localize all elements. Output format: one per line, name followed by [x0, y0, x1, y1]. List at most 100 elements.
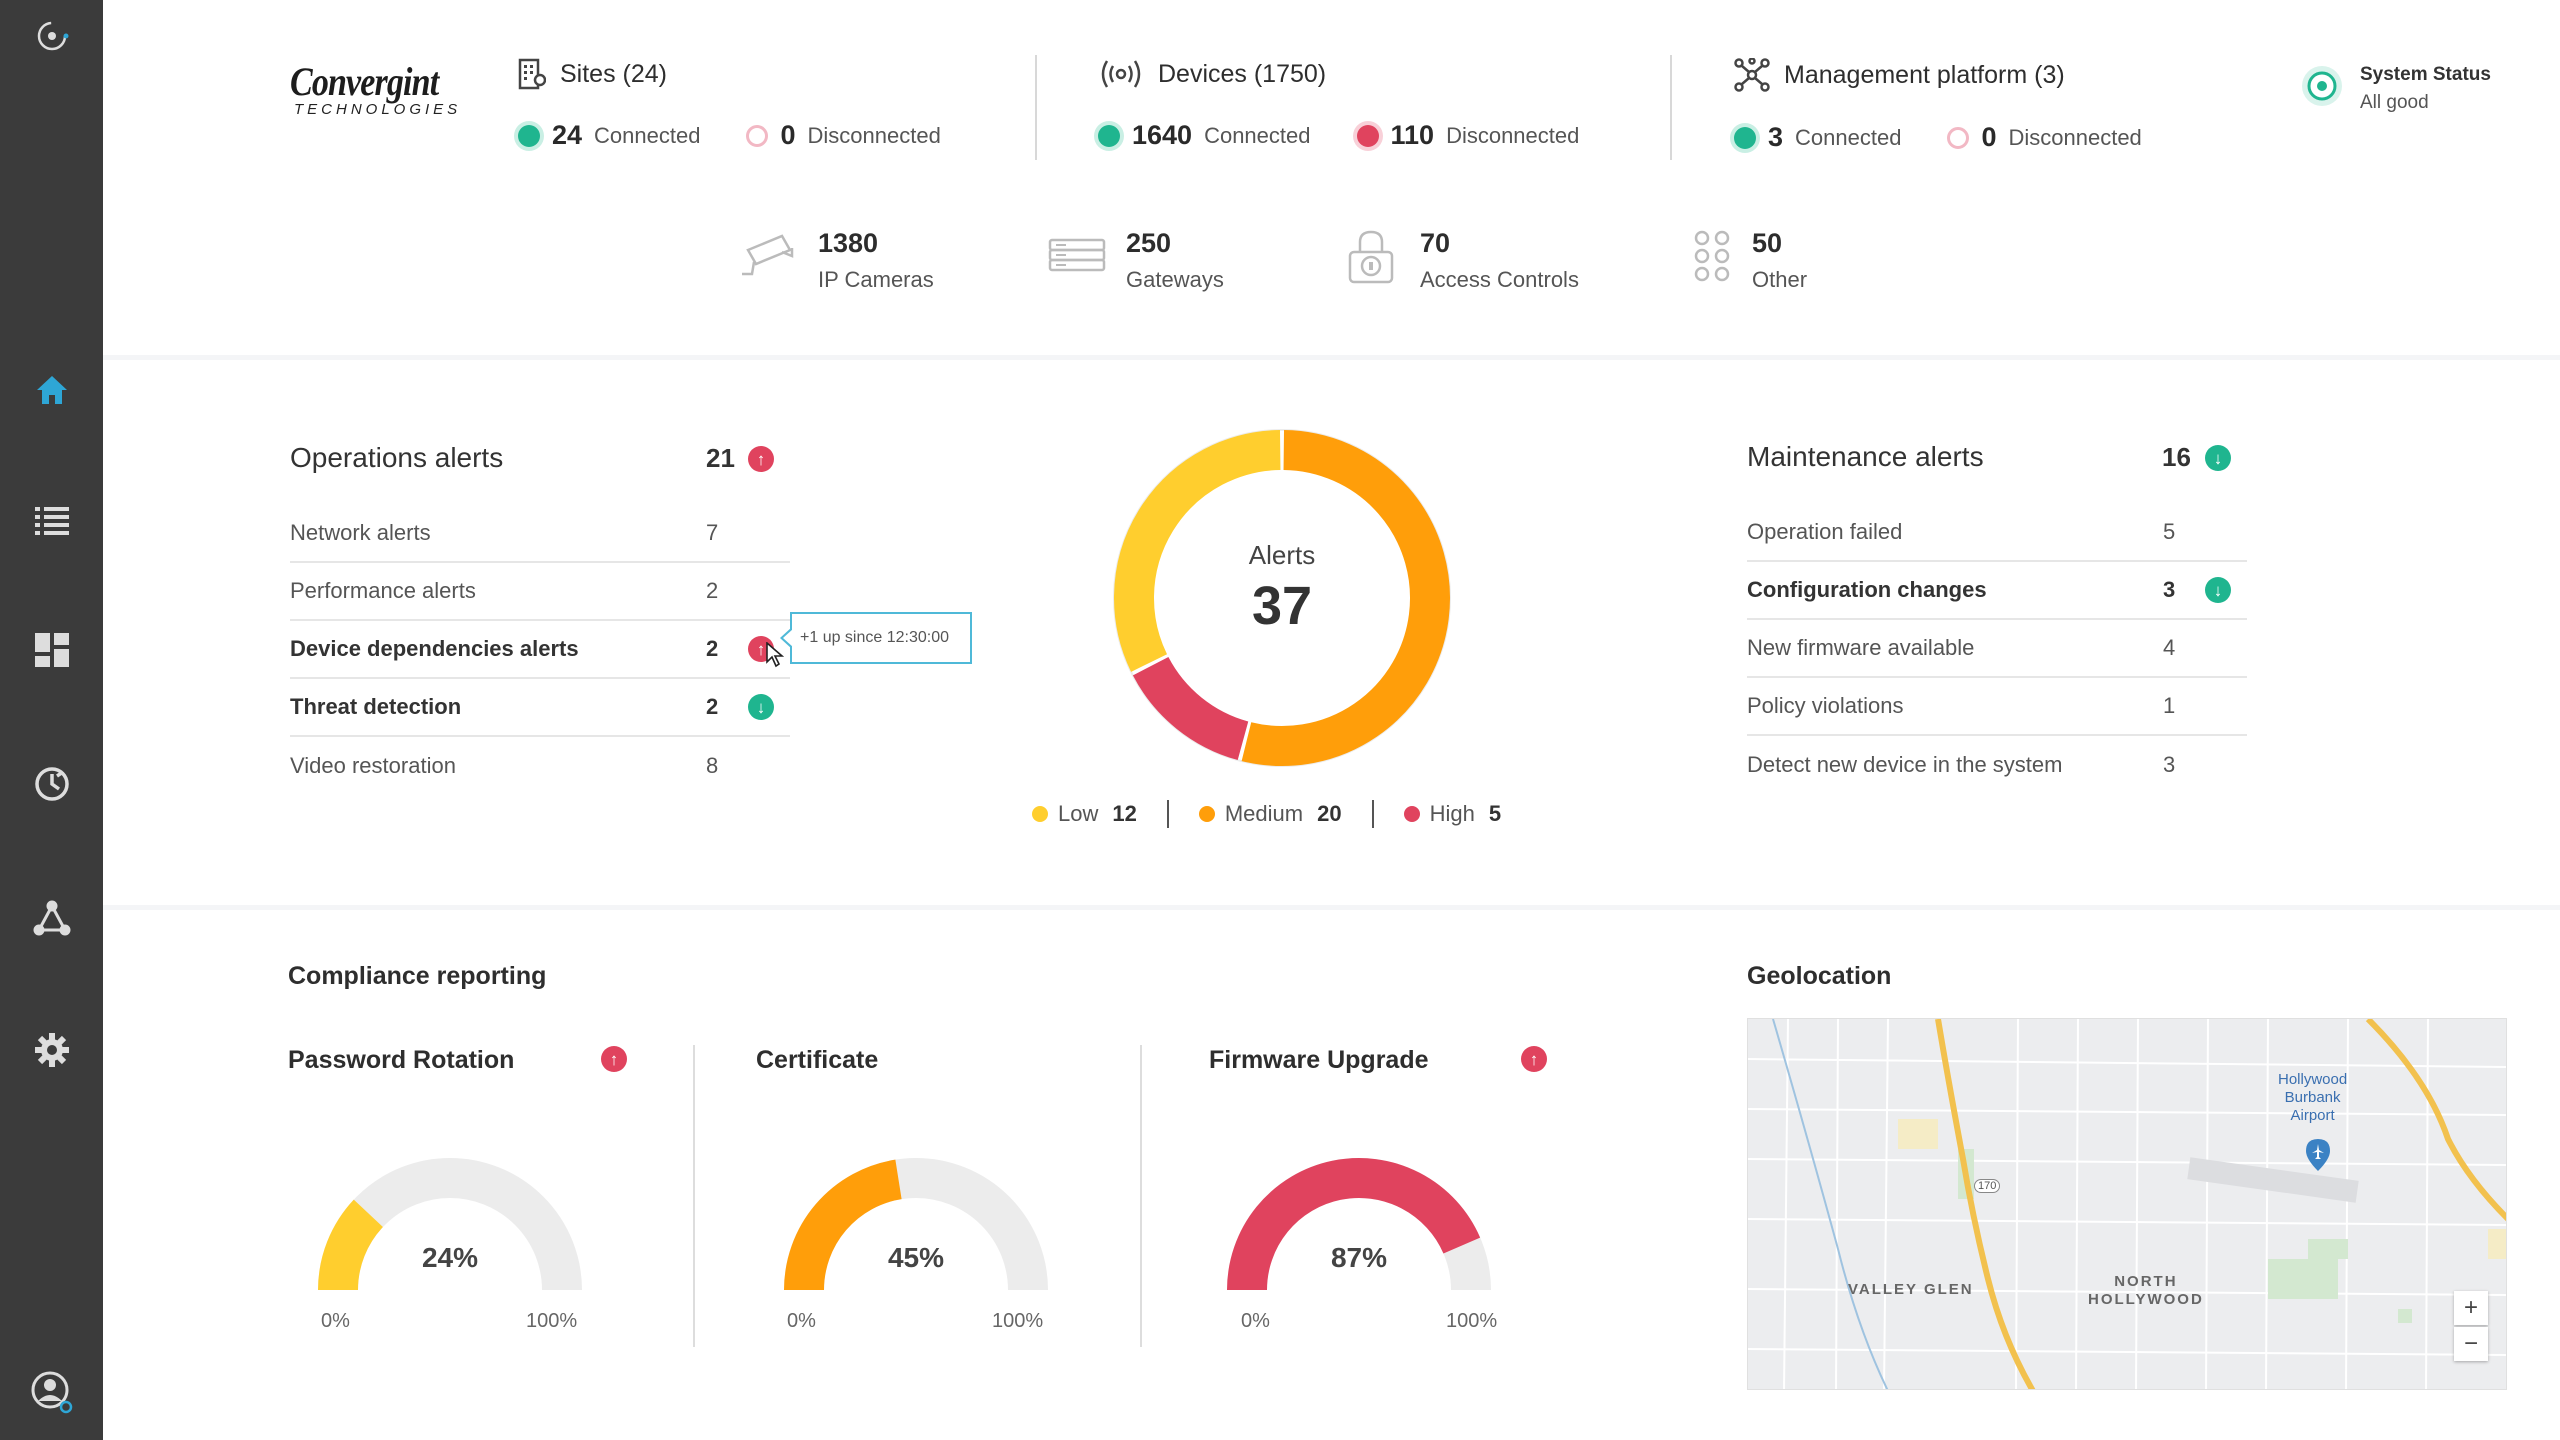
history-icon[interactable]	[0, 754, 103, 814]
gauge-max: 100%	[1446, 1310, 1498, 1332]
maintenance-alert-row[interactable]: Configuration changes 3 ↓	[1747, 562, 2247, 620]
airport-label: Hollywood Burbank Airport	[2278, 1071, 2347, 1125]
alert-label: Detect new device in the system	[1747, 752, 2063, 777]
disconnected-status-dot	[1356, 124, 1379, 147]
legend-medium-label: Medium	[1224, 801, 1304, 826]
operations-alert-row[interactable]: Device dependencies alerts 2 ↑	[290, 621, 790, 679]
sites-disconnected-count: 0	[780, 120, 796, 150]
operations-alert-row[interactable]: Network alerts 7	[290, 505, 790, 563]
map-label: Airport	[2290, 1107, 2335, 1124]
trend-up-icon[interactable]: ↑	[601, 1046, 627, 1072]
donut-segment-medium[interactable]	[1241, 430, 1450, 766]
operations-alerts-title: Operations alerts	[290, 442, 504, 473]
alert-value: 3	[2163, 752, 2176, 777]
system-status[interactable]: System Status All good	[2300, 64, 2491, 114]
legend-high-value: 5	[1488, 801, 1502, 826]
map-label: Burbank	[2284, 1089, 2341, 1106]
legend-medium-dot	[1198, 806, 1215, 822]
firmware-upgrade-gauge	[1227, 1158, 1491, 1291]
alert-label: Operation failed	[1747, 519, 1903, 544]
map-label: HOLLYWOOD	[2088, 1291, 2204, 1308]
gauge-fill	[784, 1159, 903, 1291]
trend-down-icon[interactable]: ↓	[748, 694, 774, 720]
geolocation-map[interactable]: Hollywood Burbank Airport VALLEY GLEN NO…	[1747, 1018, 2507, 1390]
connected-status-dot	[1098, 124, 1120, 147]
ip-cameras-count: 1380	[818, 228, 879, 258]
dashboard-icon[interactable]	[0, 620, 103, 680]
maintenance-alert-row[interactable]: Detect new device in the system 3	[1747, 736, 2247, 794]
firmware-upgrade-title: Firmware Upgrade	[1209, 1046, 1429, 1074]
gateways-count: 250	[1126, 228, 1172, 258]
trend-down-icon[interactable]: ↓	[2205, 577, 2231, 603]
management-platform-group[interactable]: Management platform (3) 3 Connected 0 Di…	[1734, 58, 2142, 153]
alert-value: 2	[706, 636, 719, 661]
alert-value: 3	[2163, 577, 2176, 602]
legend-medium-value: 20	[1317, 801, 1342, 826]
connected-status-dot	[518, 124, 540, 147]
sites-group[interactable]: Sites (24) 24 Connected 0 Disconnected	[518, 58, 941, 151]
donut-segment-low[interactable]	[1114, 430, 1281, 672]
gauge-min: 0%	[321, 1310, 350, 1332]
alert-label: Policy violations	[1747, 693, 1904, 718]
devices-connected-count: 1640	[1132, 120, 1193, 150]
gauge-min: 0%	[787, 1310, 816, 1332]
divider	[1140, 1045, 1142, 1347]
alert-label: Performance alerts	[290, 578, 476, 603]
map-tiles	[1748, 1019, 2506, 1389]
platform-disconnected-label: Disconnected	[2008, 124, 2142, 150]
alert-value: 5	[2163, 519, 2176, 544]
legend-high-dot	[1403, 806, 1420, 822]
devices-disconnected-label: Disconnected	[1446, 122, 1580, 148]
operations-alerts-count: 21	[706, 443, 735, 473]
platform-title: Management platform (3)	[1784, 60, 2065, 89]
settings-gear-icon[interactable]	[0, 1020, 103, 1080]
highway-shield: 170	[1974, 1179, 2001, 1193]
gateways-stat[interactable]: 250 Gateways	[1048, 228, 1224, 293]
list-icon[interactable]	[0, 490, 103, 550]
operations-alert-row[interactable]: Video restoration 8	[290, 737, 790, 795]
donut-label: Alerts	[1248, 540, 1316, 570]
maintenance-alert-row[interactable]: Policy violations 1	[1747, 678, 2247, 736]
alert-label: Network alerts	[290, 520, 431, 545]
airport-pin-icon[interactable]	[2306, 1139, 2330, 1171]
maintenance-alerts-title: Maintenance alerts	[1747, 441, 1984, 472]
zoom-in-button[interactable]: +	[2454, 1291, 2488, 1325]
alert-label: Device dependencies alerts	[290, 636, 579, 661]
other-stat[interactable]: 50 Other	[1692, 228, 1807, 293]
alerts-donut-chart	[1113, 429, 1451, 767]
password-rotation-title: Password Rotation	[288, 1046, 515, 1074]
home-icon[interactable]	[0, 360, 103, 420]
hub-network-icon	[1734, 58, 1770, 92]
maintenance-alert-row[interactable]: New firmware available 4	[1747, 620, 2247, 678]
user-account-icon[interactable]	[0, 1362, 103, 1422]
trend-up-icon[interactable]: ↑	[1521, 1046, 1547, 1072]
gauge-percent: 87%	[1330, 1242, 1388, 1273]
zoom-out-button[interactable]: −	[2454, 1327, 2488, 1361]
alert-value: 1	[2163, 693, 2176, 718]
legend-low-dot	[1032, 806, 1048, 822]
platform-title-row: Management platform (3)	[1734, 58, 2142, 92]
network-icon[interactable]	[0, 888, 103, 948]
gauge-max: 100%	[526, 1310, 578, 1332]
sites-title-row: Sites (24)	[518, 58, 941, 90]
alert-value: 7	[706, 520, 719, 545]
maintenance-alert-row[interactable]: Operation failed 5	[1747, 504, 2247, 562]
access-controls-label: Access Controls	[1420, 267, 1579, 292]
app-logo-icon[interactable]	[0, 6, 103, 66]
gauge-fill	[318, 1199, 384, 1291]
gateways-label: Gateways	[1126, 267, 1224, 292]
operations-alert-row[interactable]: Performance alerts 2	[290, 563, 790, 621]
alert-label: Video restoration	[290, 753, 456, 778]
trend-down-icon: ↓	[2205, 445, 2231, 471]
legend-separator	[1371, 800, 1374, 828]
divider	[1670, 55, 1672, 160]
devices-group[interactable]: Devices (1750) 1640 Connected 110 Discon…	[1098, 58, 1579, 151]
donut-segment-high[interactable]	[1132, 656, 1249, 761]
ip-cameras-stat[interactable]: 1380 IP Cameras	[740, 228, 934, 293]
broadcast-icon	[1101, 60, 1141, 88]
operations-alert-row[interactable]: Threat detection 2 ↓	[290, 679, 790, 737]
access-controls-stat[interactable]: 70 Access Controls	[1342, 228, 1579, 293]
legend-separator	[1166, 800, 1169, 828]
trend-up-icon: ↑	[748, 446, 774, 472]
map-label: Hollywood	[2278, 1071, 2348, 1088]
